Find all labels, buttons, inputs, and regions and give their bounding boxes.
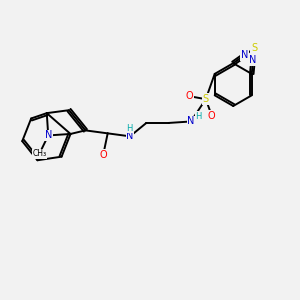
Text: CH₃: CH₃ (32, 149, 46, 158)
Text: S: S (203, 94, 209, 104)
Text: H: H (195, 112, 202, 121)
Text: N: N (241, 50, 248, 60)
Text: S: S (251, 44, 257, 53)
Text: N: N (249, 55, 257, 65)
Text: H: H (126, 124, 133, 133)
Text: N: N (187, 116, 195, 127)
Text: O: O (186, 91, 193, 101)
Text: N: N (45, 130, 52, 140)
Text: N: N (126, 131, 134, 141)
Text: O: O (208, 110, 215, 121)
Text: O: O (99, 150, 107, 160)
